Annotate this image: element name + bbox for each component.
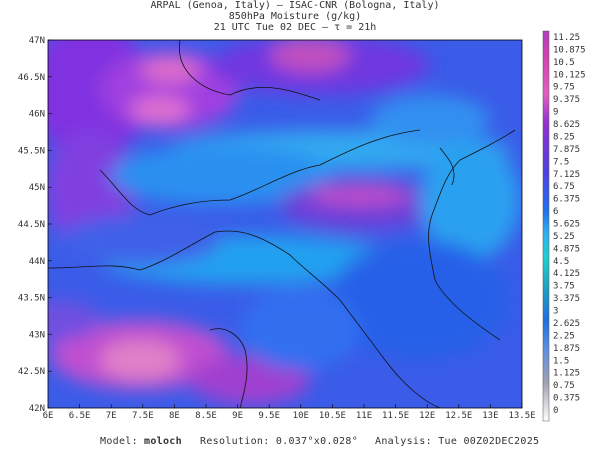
colorbar-label: 1.125 <box>553 369 580 379</box>
lon-label: 12E <box>419 411 435 421</box>
lon-label: 10E <box>293 411 309 421</box>
lon-label: 13E <box>482 411 498 421</box>
colorbar-label: 3.75 <box>553 282 575 292</box>
lon-label: 13.5E <box>508 411 535 421</box>
lon-label: 11E <box>356 411 372 421</box>
lat-label: 42N <box>29 404 45 414</box>
colorbar-label: 2.625 <box>553 319 580 329</box>
colorbar-label: 10.125 <box>553 70 586 80</box>
colorbar-label: 11.25 <box>553 33 580 43</box>
lat-label: 43N <box>29 330 45 340</box>
colorbar-label: 5.625 <box>553 220 580 230</box>
colorbar-label: 9.75 <box>553 83 575 93</box>
colorbar-label: 7.5 <box>553 157 569 167</box>
footer-analysis: Analysis: Tue 00Z02DEC2025 <box>375 436 539 447</box>
lon-label: 12.5E <box>445 411 472 421</box>
colorbar-label: 8.625 <box>553 120 580 130</box>
colorbar-label: 0 <box>553 406 558 416</box>
lat-label: 42.5N <box>18 367 45 377</box>
lon-label: 11.5E <box>382 411 409 421</box>
footer-label: Model: <box>100 436 138 447</box>
lon-label: 7E <box>106 411 117 421</box>
colorbar-label: 3.375 <box>553 294 580 304</box>
colorbar-label: 0.375 <box>553 394 580 404</box>
header-line: 850hPa Moisture (g/kg) <box>229 11 361 22</box>
lat-label: 44N <box>29 257 45 267</box>
lat-label: 44.5N <box>18 220 45 230</box>
lat-label: 45N <box>29 183 45 193</box>
colorbar-label: 3 <box>553 307 558 317</box>
header-line: 21 UTC Tue 02 DEC – τ = 21h <box>214 22 377 33</box>
footer-resolution: Resolution: 0.037°x0.028° <box>200 436 358 447</box>
coastlines <box>48 40 516 408</box>
colorbar-label: 7.125 <box>553 170 580 180</box>
colorbar-label: 7.875 <box>553 145 580 155</box>
colorbar-label: 9 <box>553 108 558 118</box>
colorbar-label: 4.125 <box>553 269 580 279</box>
lat-label: 46.5N <box>18 73 45 83</box>
map-field <box>48 40 522 408</box>
colorbar-label: 4.5 <box>553 257 569 267</box>
colorbar-label: 6.75 <box>553 182 575 192</box>
colorbar-label: 5.25 <box>553 232 575 242</box>
colorbar-label: 10.875 <box>553 45 586 55</box>
lat-label: 45.5N <box>18 146 45 156</box>
lon-label: 6.5E <box>69 411 91 421</box>
lon-label: 8E <box>169 411 180 421</box>
colorbar-label: 6.375 <box>553 195 580 205</box>
colorbar-label: 8.25 <box>553 132 575 142</box>
colorbar-label: 1.875 <box>553 344 580 354</box>
colorbar-label: 6 <box>553 207 558 217</box>
lat-label: 46N <box>29 110 45 120</box>
lon-label: 6E <box>43 411 54 421</box>
lon-label: 9.5E <box>258 411 280 421</box>
lat-label: 47N <box>29 36 45 46</box>
colorbar-label: 1.5 <box>553 356 569 366</box>
lon-label: 7.5E <box>132 411 154 421</box>
colorbar-label: 9.375 <box>553 95 580 105</box>
lat-label: 43.5N <box>18 294 45 304</box>
colorbar-label: 0.75 <box>553 381 575 391</box>
lon-label: 9E <box>232 411 243 421</box>
colorbar-label: 2.25 <box>553 331 575 341</box>
header-line: ARPAL (Genoa, Italy) – ISAC-CNR (Bologna… <box>151 0 440 11</box>
lon-label: 8.5E <box>195 411 217 421</box>
colorbar <box>542 30 550 422</box>
lon-label: 10.5E <box>319 411 346 421</box>
footer-model: moloch <box>144 436 182 447</box>
colorbar-label: 4.875 <box>553 244 580 254</box>
colorbar-label: 10.5 <box>553 58 575 68</box>
